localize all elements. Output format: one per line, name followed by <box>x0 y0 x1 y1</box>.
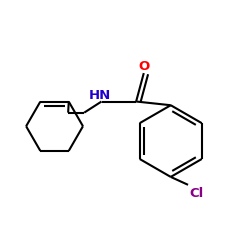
Text: Cl: Cl <box>189 187 203 200</box>
Text: HN: HN <box>89 89 112 102</box>
Text: O: O <box>138 60 149 74</box>
